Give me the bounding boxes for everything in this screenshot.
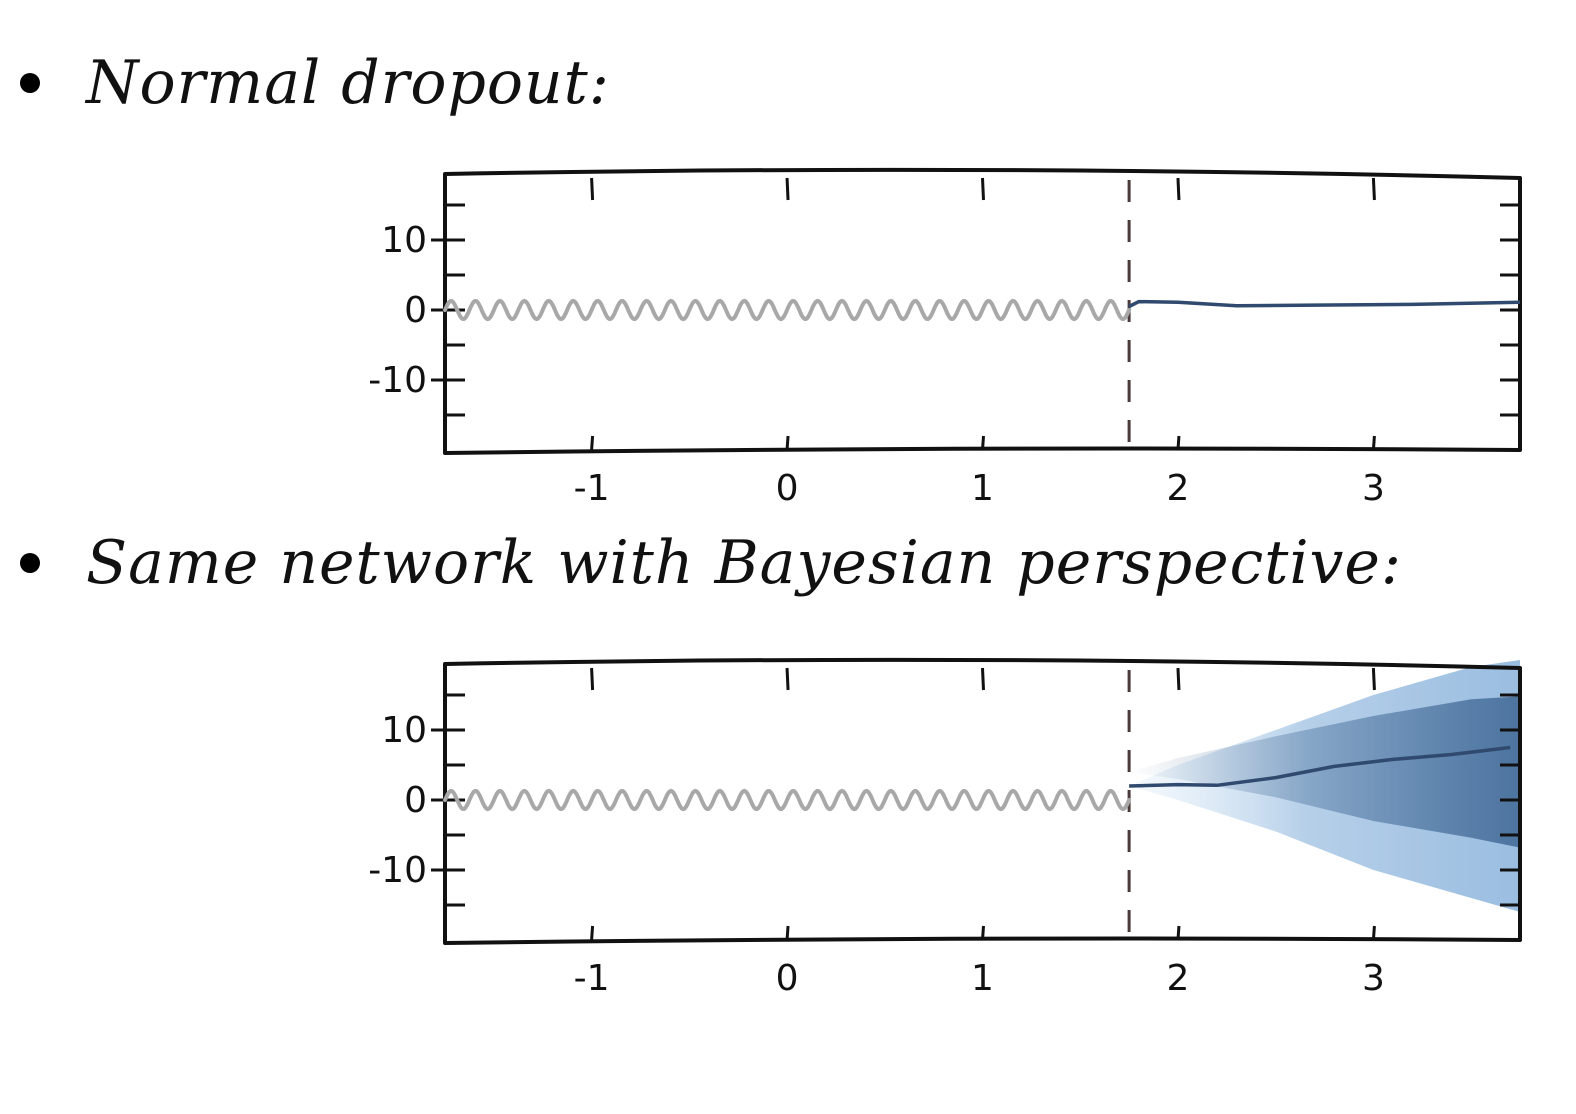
x-tick-bottom bbox=[1176, 435, 1181, 451]
prediction-curve bbox=[1129, 745, 1511, 788]
x-tick-top bbox=[1371, 667, 1376, 691]
x-tick-label: 0 bbox=[776, 958, 799, 999]
x-tick-bottom bbox=[785, 925, 790, 941]
bullet-normal-dropout: Normal dropout: bbox=[20, 48, 610, 118]
x-tick-bottom bbox=[785, 435, 790, 451]
y-tick-label: 10 bbox=[381, 220, 427, 261]
x-tick-label: 3 bbox=[1362, 958, 1385, 999]
x-tick-top bbox=[1176, 667, 1181, 691]
x-tick-bottom bbox=[981, 925, 985, 941]
plot-frame bbox=[443, 167, 1522, 455]
x-tick-label: 3 bbox=[1362, 468, 1385, 509]
y-tick-label: 0 bbox=[404, 780, 427, 821]
x-tick-bottom bbox=[590, 925, 595, 941]
x-tick-label: 1 bbox=[971, 468, 994, 509]
y-tick-label: -10 bbox=[368, 850, 427, 891]
x-tick-bottom bbox=[1371, 925, 1376, 941]
x-tick-top bbox=[590, 667, 595, 691]
bullet-bayesian: Same network with Bayesian perspective: bbox=[20, 528, 1402, 598]
x-tick-label: 2 bbox=[1167, 468, 1190, 509]
training-curve bbox=[443, 788, 1132, 812]
x-tick-top bbox=[981, 667, 985, 691]
heading-bayesian: Same network with Bayesian perspective: bbox=[86, 528, 1403, 598]
x-tick-top bbox=[785, 667, 790, 691]
bullet-dot-icon bbox=[20, 73, 40, 93]
y-tick-label: 0 bbox=[404, 290, 427, 331]
x-tick-bottom bbox=[590, 435, 595, 451]
plot-frame bbox=[443, 657, 1522, 945]
heading-normal-dropout: Normal dropout: bbox=[86, 48, 610, 118]
training-curve bbox=[443, 298, 1132, 322]
x-tick-bottom bbox=[981, 435, 985, 451]
y-tick-label: -10 bbox=[368, 360, 427, 401]
x-tick-label: 0 bbox=[776, 468, 799, 509]
x-tick-label: -1 bbox=[574, 468, 610, 509]
x-tick-top bbox=[1176, 177, 1181, 201]
x-tick-bottom bbox=[1176, 925, 1181, 941]
uncertainty-core bbox=[1129, 696, 1520, 848]
x-tick-top bbox=[785, 177, 790, 201]
x-tick-label: 1 bbox=[971, 958, 994, 999]
prediction-curve bbox=[1128, 299, 1521, 309]
y-tick-label: 10 bbox=[381, 710, 427, 751]
x-tick-top bbox=[981, 177, 985, 201]
x-tick-label: -1 bbox=[574, 958, 610, 999]
x-tick-bottom bbox=[1371, 435, 1376, 451]
x-tick-top bbox=[590, 177, 595, 201]
x-tick-top bbox=[1371, 177, 1376, 201]
bullet-dot-icon bbox=[20, 553, 40, 573]
x-tick-label: 2 bbox=[1167, 958, 1190, 999]
